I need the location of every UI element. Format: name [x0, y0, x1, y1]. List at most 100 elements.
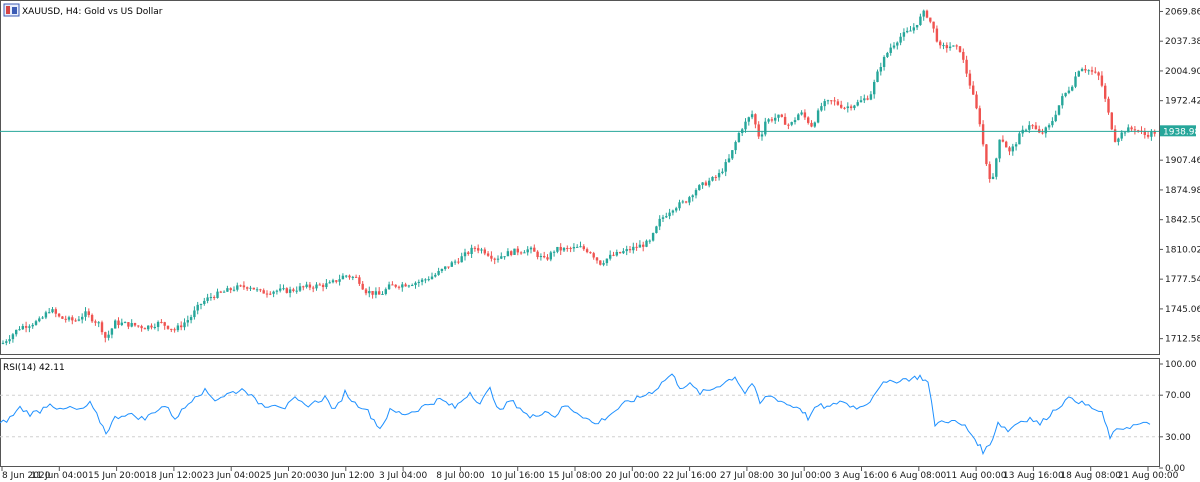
candle [942, 42, 945, 50]
candle [1038, 125, 1041, 134]
candle [665, 212, 668, 219]
candle [1140, 126, 1143, 135]
candle [153, 323, 156, 330]
candle [876, 69, 879, 83]
candle [810, 120, 813, 128]
candle [496, 255, 500, 263]
candle [1031, 124, 1034, 129]
candle [272, 290, 275, 298]
candle [529, 246, 533, 254]
candle [156, 320, 160, 332]
candle [1117, 137, 1120, 146]
candle [1044, 126, 1047, 138]
candle [1080, 67, 1084, 72]
candle [11, 332, 15, 343]
candle [939, 39, 942, 49]
candle [991, 173, 995, 180]
candle [166, 325, 170, 330]
candle [239, 284, 242, 287]
candle [585, 247, 589, 254]
candle [925, 9, 929, 19]
candle [734, 140, 737, 155]
candle [1143, 127, 1146, 139]
price-pane[interactable] [0, 0, 1160, 355]
candle [219, 290, 222, 294]
candle [843, 106, 846, 110]
candle [483, 247, 486, 256]
candle [675, 206, 678, 213]
candle [84, 307, 87, 321]
candle [503, 256, 506, 260]
candle [275, 289, 279, 295]
candle [764, 117, 767, 137]
candle [41, 315, 44, 320]
candle [183, 318, 186, 331]
candle [117, 317, 120, 329]
candle [107, 330, 110, 341]
candle [387, 281, 391, 290]
candle [569, 246, 572, 253]
price-tick-label: 1712.58 [1165, 335, 1200, 345]
candle [681, 199, 684, 204]
candle [935, 25, 939, 43]
candle [526, 246, 529, 256]
price-tick-label: 1972.42 [1165, 97, 1200, 107]
candle [242, 281, 246, 290]
time-tick-label: 15 Jul 08:00 [548, 471, 602, 481]
candle [34, 319, 38, 326]
candle [869, 91, 873, 101]
candle [767, 118, 770, 124]
candle [473, 246, 477, 252]
candle [704, 180, 708, 186]
chart-window-icon[interactable] [3, 3, 20, 17]
candle [1120, 130, 1123, 141]
candle [216, 288, 219, 299]
price-tick-label: 1842.50 [1165, 216, 1200, 226]
candle [863, 94, 866, 104]
candle [873, 79, 876, 99]
candle [354, 274, 358, 278]
candle [684, 200, 688, 204]
candle [612, 251, 615, 257]
candle [602, 260, 605, 267]
candle [453, 259, 457, 265]
candle [100, 320, 104, 335]
candle [331, 278, 335, 284]
candle [546, 254, 549, 261]
candle [186, 315, 189, 327]
candle [678, 199, 681, 211]
candle [437, 267, 440, 276]
candle [727, 154, 731, 163]
candle [77, 316, 81, 322]
candle [308, 282, 312, 291]
candle [371, 291, 374, 299]
candle [846, 102, 849, 113]
candle [54, 307, 57, 318]
candle [582, 244, 585, 251]
time-tick-label: 10 Jul 16:00 [491, 471, 545, 481]
candle [807, 116, 810, 125]
candle [213, 295, 216, 301]
price-tick-label: 1907.46 [1165, 156, 1200, 166]
candle [813, 121, 816, 128]
candle [576, 244, 579, 248]
candle [252, 287, 255, 290]
current-price-badge [1160, 125, 1196, 137]
candle [401, 281, 404, 292]
candle [952, 45, 955, 47]
candle [1018, 131, 1021, 145]
candle [325, 279, 328, 290]
rsi-pane[interactable] [0, 358, 1160, 467]
candle [595, 257, 599, 264]
time-tick-label: 8 Jun 2020 [2, 471, 51, 481]
candle [777, 114, 780, 122]
candle [298, 283, 302, 292]
price-tick-label: 2037.38 [1165, 37, 1200, 47]
candle [335, 280, 338, 284]
candle [61, 316, 64, 320]
candle [226, 285, 229, 292]
candle [754, 113, 757, 129]
candle [384, 287, 387, 296]
candle [90, 313, 94, 323]
